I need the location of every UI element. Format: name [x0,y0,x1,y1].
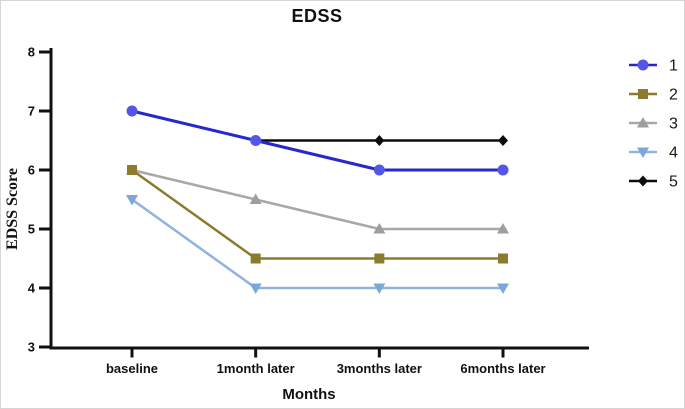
y-axis-title: EDSS Score [4,168,21,250]
square-marker [127,165,137,175]
data-series [126,105,510,294]
legend-entry-4: 4 [629,145,678,162]
diamond-marker [498,135,509,146]
triangle-up-marker [497,223,510,234]
square-marker [498,253,509,264]
legend-label: 2 [669,87,678,104]
series-4 [126,195,510,294]
triangle-up-marker [373,223,386,234]
circle-marker [126,105,138,117]
legend-label: 4 [669,145,678,162]
triangle-down-marker [637,147,649,158]
series-line [130,168,505,260]
x-tick-label: 3months later [337,361,422,376]
y-tick-label: 4 [28,281,36,296]
y-tick-label: 7 [28,104,35,119]
x-tick-label: 1month later [217,361,295,376]
triangle-down-marker [249,283,262,294]
series-2 [127,165,509,264]
axes: 8 7 6 5 4 3 baseline 1month later 3months later 6… [28,45,589,376]
series-3 [126,164,510,234]
triangle-down-marker [497,283,510,294]
legend-entry-5: 5 [629,174,678,191]
series-1 [126,105,509,176]
y-tick-label: 6 [28,163,35,178]
legend: 1 2 3 4 5 [629,58,678,191]
circle-marker [373,164,385,176]
y-tick-label: 8 [28,45,35,60]
x-tick-label: 6months later [460,361,545,376]
series-line [130,168,505,231]
y-tick-label: 5 [28,222,35,237]
triangle-down-marker [126,195,138,206]
triangle-up-marker [637,117,649,128]
circle-marker [250,135,262,146]
x-axis-title: Months [282,386,335,403]
legend-entry-2: 2 [629,87,678,104]
legend-entry-3: 3 [629,116,678,133]
series-line [130,109,505,172]
square-marker [250,253,261,264]
diamond-marker [374,135,385,146]
square-marker [374,253,385,264]
square-marker [638,89,648,99]
legend-entry-1: 1 [629,58,678,75]
legend-label: 1 [669,58,678,75]
legend-label: 5 [669,174,678,191]
chart-title: EDSS [291,6,342,26]
circle-marker [497,164,509,176]
triangle-up-marker [249,193,262,204]
circle-marker [637,59,649,71]
series-5 [250,135,509,146]
triangle-down-marker [373,283,386,294]
series-line [130,198,505,290]
legend-label: 3 [669,116,678,133]
y-tick-label: 3 [28,340,35,355]
diamond-marker [638,175,648,187]
x-tick-label: baseline [106,361,158,376]
